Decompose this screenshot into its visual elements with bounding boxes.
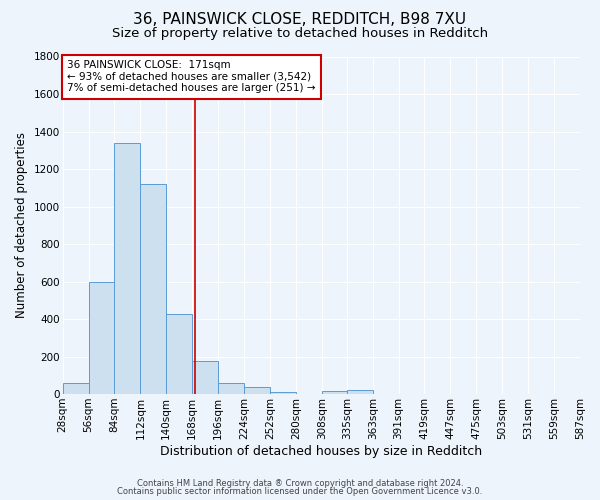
X-axis label: Distribution of detached houses by size in Redditch: Distribution of detached houses by size … [160,444,482,458]
Text: 36 PAINSWICK CLOSE:  171sqm
← 93% of detached houses are smaller (3,542)
7% of s: 36 PAINSWICK CLOSE: 171sqm ← 93% of deta… [67,60,316,94]
Bar [62,383,89,394]
Bar [115,143,140,394]
Text: Contains HM Land Registry data ® Crown copyright and database right 2024.: Contains HM Land Registry data ® Crown c… [137,478,463,488]
Bar [89,282,115,394]
Bar [322,391,347,394]
Bar [347,390,373,394]
Bar [166,314,192,394]
Bar [218,383,244,394]
Y-axis label: Number of detached properties: Number of detached properties [15,132,28,318]
Text: 36, PAINSWICK CLOSE, REDDITCH, B98 7XU: 36, PAINSWICK CLOSE, REDDITCH, B98 7XU [133,12,467,28]
Bar [244,386,270,394]
Text: Contains public sector information licensed under the Open Government Licence v3: Contains public sector information licen… [118,487,482,496]
Text: Size of property relative to detached houses in Redditch: Size of property relative to detached ho… [112,28,488,40]
Bar [140,184,166,394]
Bar [192,361,218,394]
Bar [270,392,296,394]
